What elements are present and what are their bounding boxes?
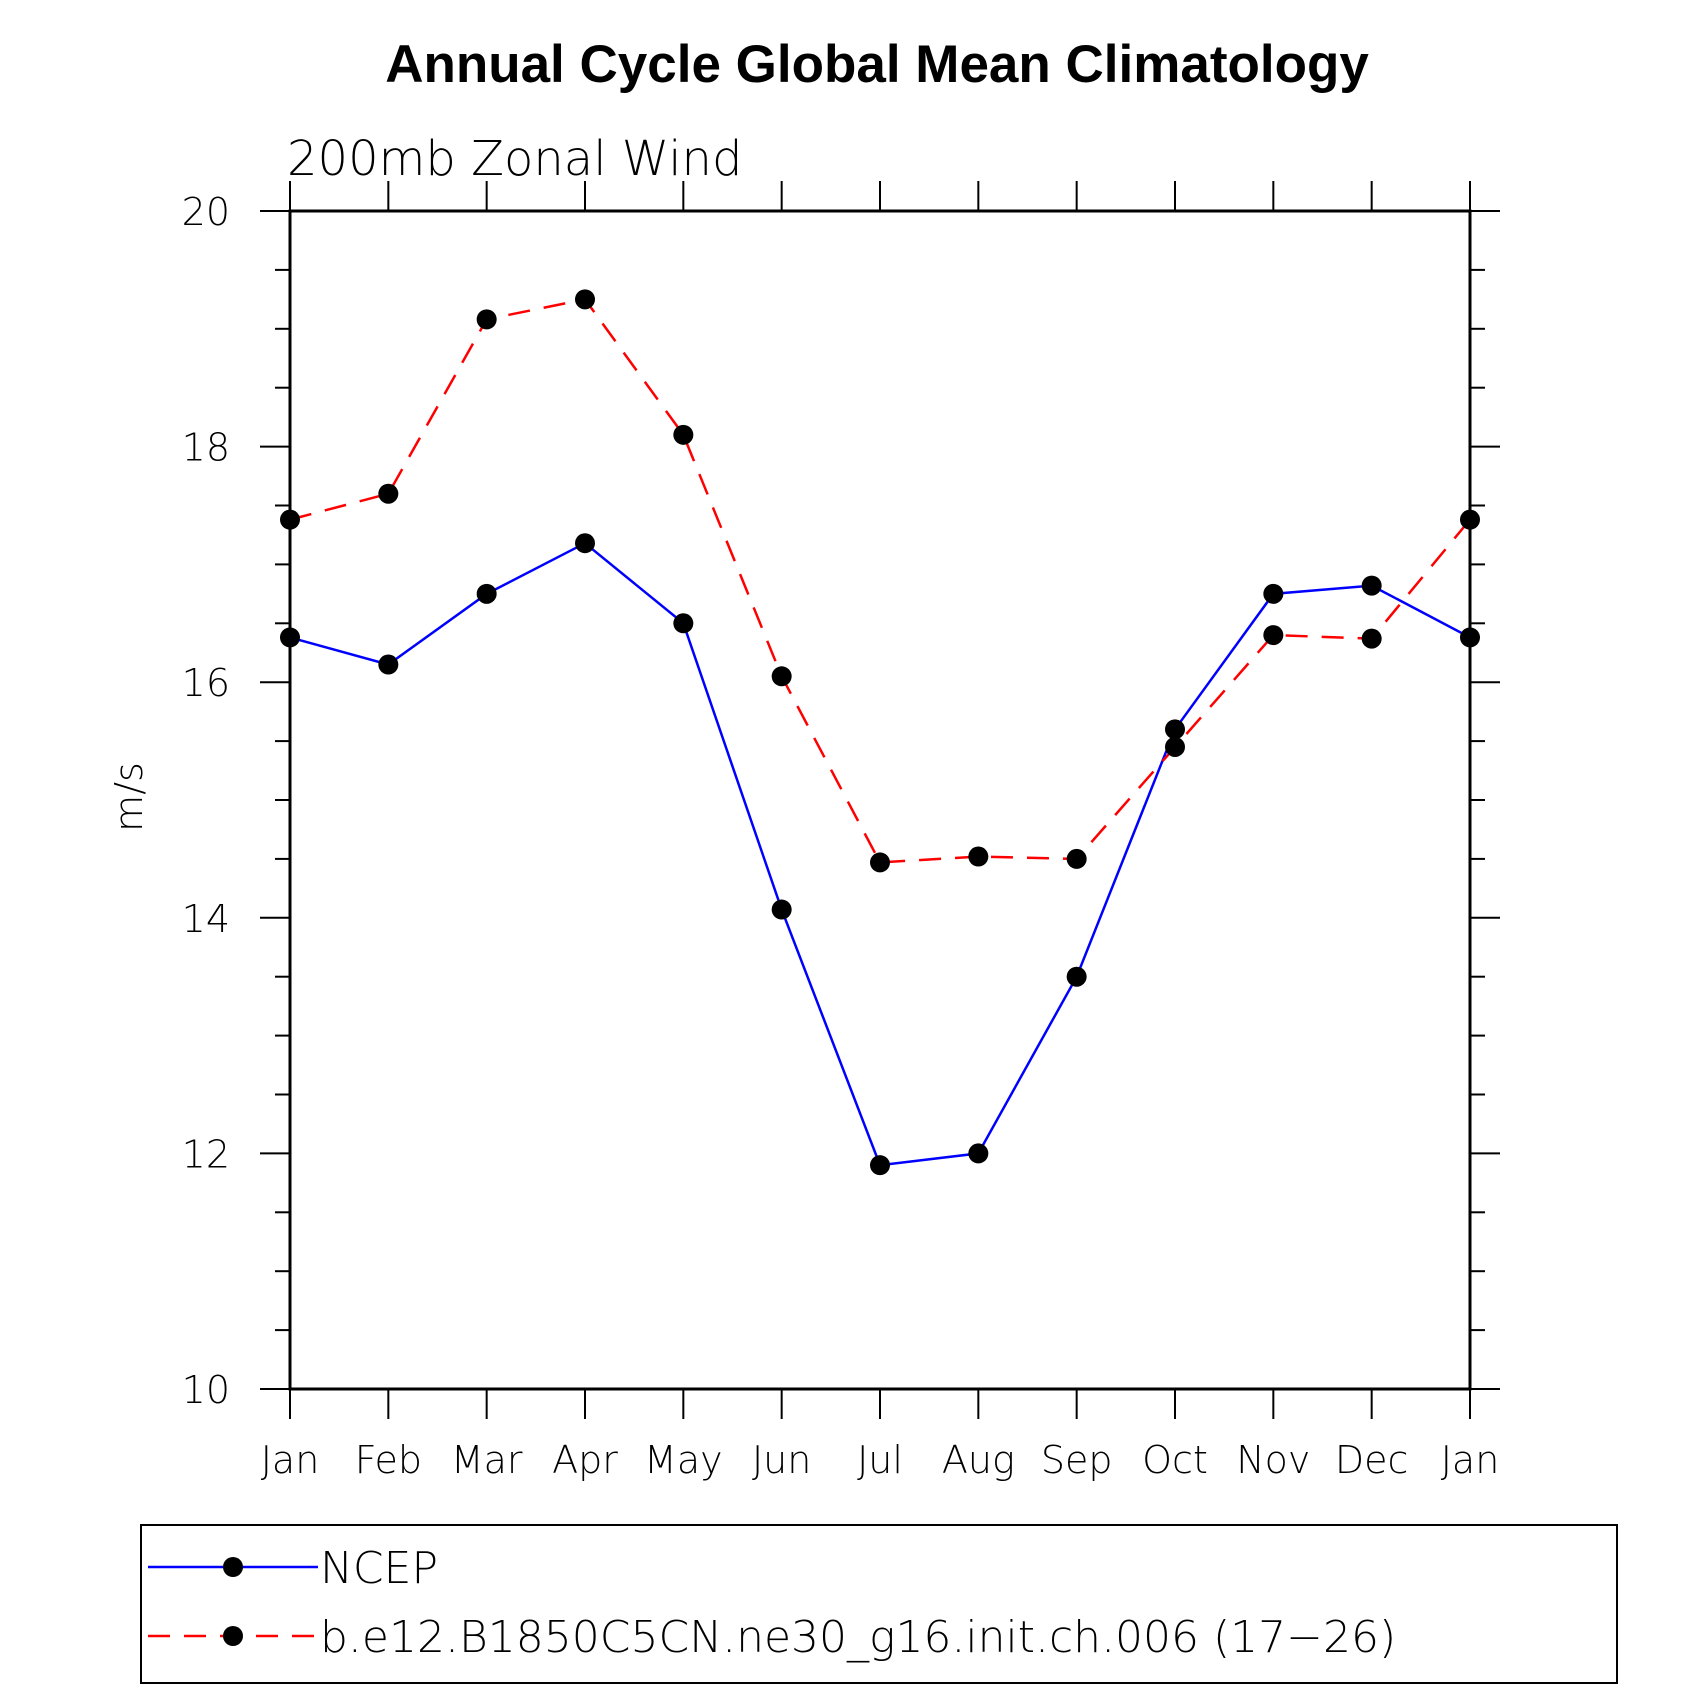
data-point-series-2 xyxy=(673,424,694,445)
data-point-series-2 xyxy=(476,309,497,330)
data-point-series-1 xyxy=(280,627,300,648)
y-tick-label: 16 xyxy=(182,661,230,705)
legend-label-1: NCEP xyxy=(320,1543,438,1594)
y-axis-label: m/s xyxy=(107,762,151,832)
y-tick-label: 20 xyxy=(182,190,230,234)
data-point-series-2 xyxy=(1361,628,1382,649)
y-tick-label: 18 xyxy=(182,426,230,470)
series-layer xyxy=(280,289,1480,1176)
legend-box xyxy=(140,1524,1618,1684)
y-tick-label: 10 xyxy=(182,1368,230,1412)
data-point-series-2 xyxy=(280,509,300,530)
x-tick-label: Aug xyxy=(942,1438,1015,1482)
y-tick-label: 14 xyxy=(182,897,230,941)
x-tick-label: Sep xyxy=(1041,1438,1113,1482)
x-tick-label: Dec xyxy=(1335,1438,1409,1482)
data-point-series-2 xyxy=(968,846,989,867)
legend-marker-2 xyxy=(223,1626,243,1646)
data-point-series-2 xyxy=(1263,625,1284,646)
y-tick-label: 12 xyxy=(182,1132,230,1176)
legend-label-2: b.e12.B1850C5CN.ne30_g16.init.ch.006 (17… xyxy=(320,1612,1396,1663)
data-point-series-1 xyxy=(1165,719,1185,740)
data-point-series-1 xyxy=(870,1155,890,1176)
x-tick-label: Jan xyxy=(1441,1438,1500,1482)
x-tick-label: Jan xyxy=(261,1438,320,1482)
x-tick-label: Apr xyxy=(552,1438,618,1482)
x-tick-label: Mar xyxy=(451,1438,523,1482)
x-axis-ticks: Jan Feb Mar Apr May Jun Jul Aug Sep Oct Nov Dec Jan xyxy=(261,181,1500,1482)
data-point-series-1 xyxy=(673,613,694,634)
data-point-series-2 xyxy=(1165,736,1185,757)
data-point-series-1 xyxy=(575,533,595,554)
data-point-series-1 xyxy=(378,654,399,675)
chart-title: Annual Cycle Global Mean Climatology xyxy=(385,35,1369,94)
x-tick-label: May xyxy=(644,1438,723,1482)
data-point-series-2 xyxy=(1460,509,1480,530)
chart-subtitle: 200mb Zonal Wind xyxy=(287,131,742,187)
data-point-series-1 xyxy=(1263,583,1284,604)
plot-frame xyxy=(288,209,1472,1391)
data-point-series-1 xyxy=(1066,966,1087,987)
data-point-series-1 xyxy=(771,899,792,920)
data-point-series-2 xyxy=(870,852,890,873)
x-tick-label: Jun xyxy=(752,1438,811,1482)
data-point-series-2 xyxy=(1066,848,1087,869)
data-point-series-2 xyxy=(771,666,792,687)
data-point-series-2 xyxy=(378,483,399,504)
legend: NCEP b.e12.B1850C5CN.ne30_g16.init.ch.006… xyxy=(140,1524,1618,1684)
x-tick-label: Jul xyxy=(857,1438,903,1482)
data-point-series-1 xyxy=(1361,575,1382,596)
y-axis-label-group: m/s xyxy=(107,762,151,832)
x-tick-label: Oct xyxy=(1142,1438,1208,1482)
data-point-series-2 xyxy=(575,289,595,310)
x-tick-label: Feb xyxy=(355,1438,422,1482)
x-tick-label: Nov xyxy=(1236,1438,1310,1482)
data-point-series-1 xyxy=(1460,627,1480,648)
data-point-series-1 xyxy=(476,583,497,604)
y-axis-ticks: 10 12 14 16 18 20 xyxy=(182,190,1500,1412)
legend-marker-1 xyxy=(223,1557,243,1577)
series-line-2 xyxy=(289,297,1471,864)
data-point-series-1 xyxy=(968,1143,989,1164)
